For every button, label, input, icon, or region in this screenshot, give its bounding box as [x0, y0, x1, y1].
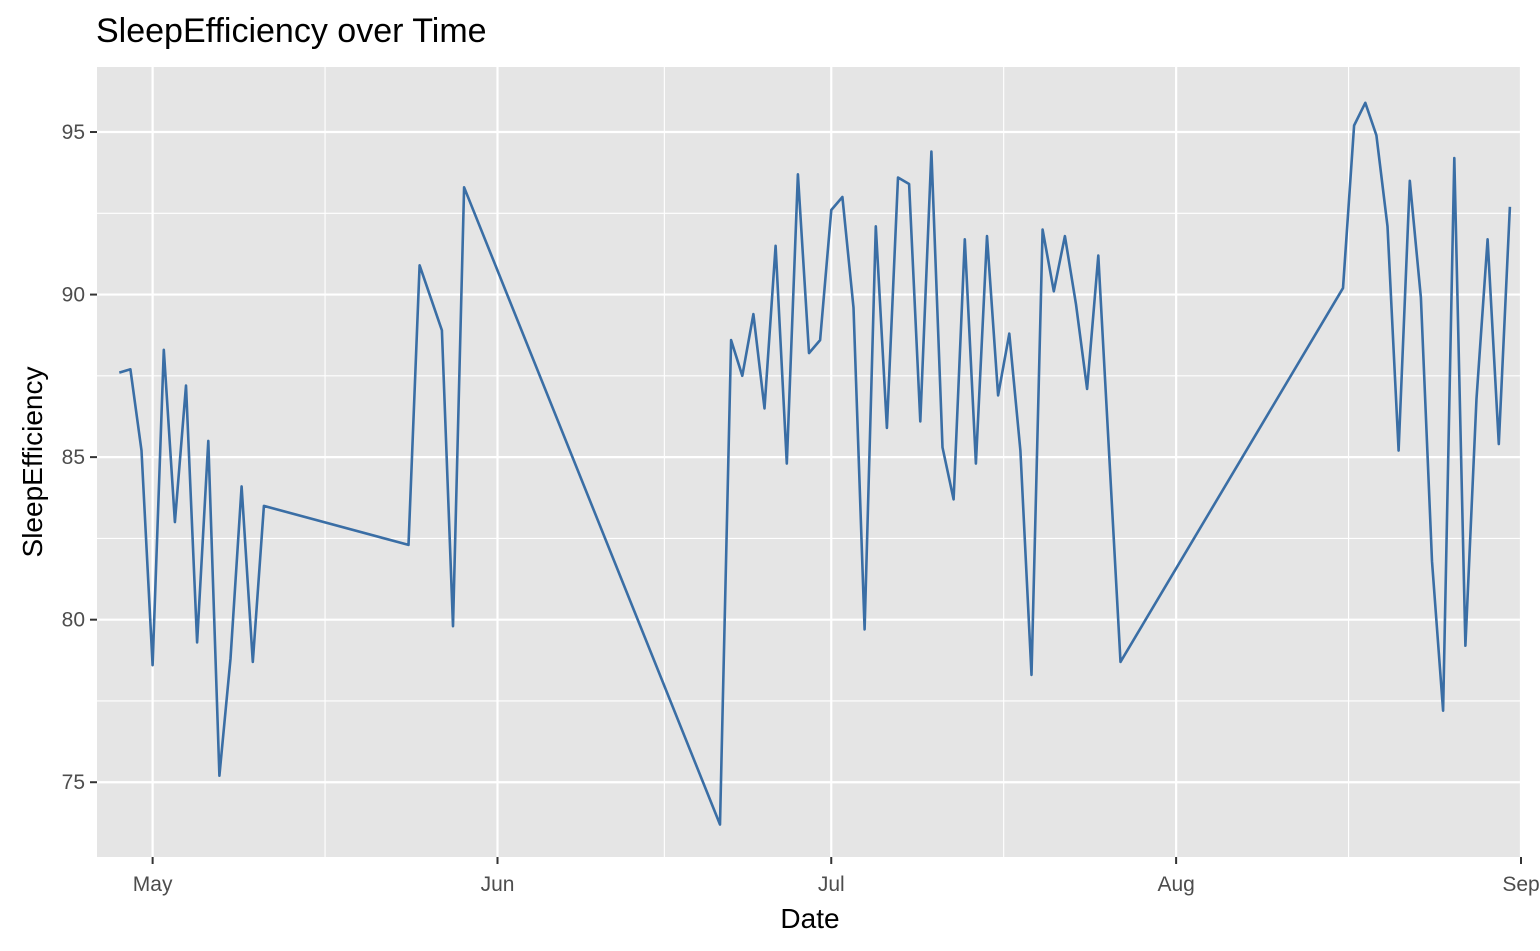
- series-layer: [118, 101, 1512, 826]
- y-axis-title: SleepEfficiency: [17, 367, 48, 558]
- x-tick-label: Aug: [1157, 873, 1194, 896]
- major-gridlines: [97, 67, 1523, 857]
- y-axis: 75 80 85 90 95: [62, 121, 97, 794]
- y-tick-label: 85: [62, 446, 85, 469]
- x-tick-label: Jul: [818, 873, 845, 896]
- y-tick-label: 95: [62, 121, 85, 144]
- y-tick-label: 80: [62, 609, 85, 632]
- plot-panel: [97, 67, 1521, 857]
- series-line: [118, 101, 1512, 826]
- x-tick-label: Jun: [481, 873, 515, 896]
- x-axis: May Jun Jul Aug Sep: [133, 857, 1540, 896]
- x-axis-title: Date: [780, 903, 839, 934]
- chart-title: SleepEfficiency over Time: [96, 12, 487, 50]
- y-tick-label: 90: [62, 284, 85, 307]
- x-tick-label: May: [133, 873, 173, 896]
- x-tick-label: Sep: [1502, 873, 1539, 896]
- y-tick-label: 75: [62, 771, 85, 794]
